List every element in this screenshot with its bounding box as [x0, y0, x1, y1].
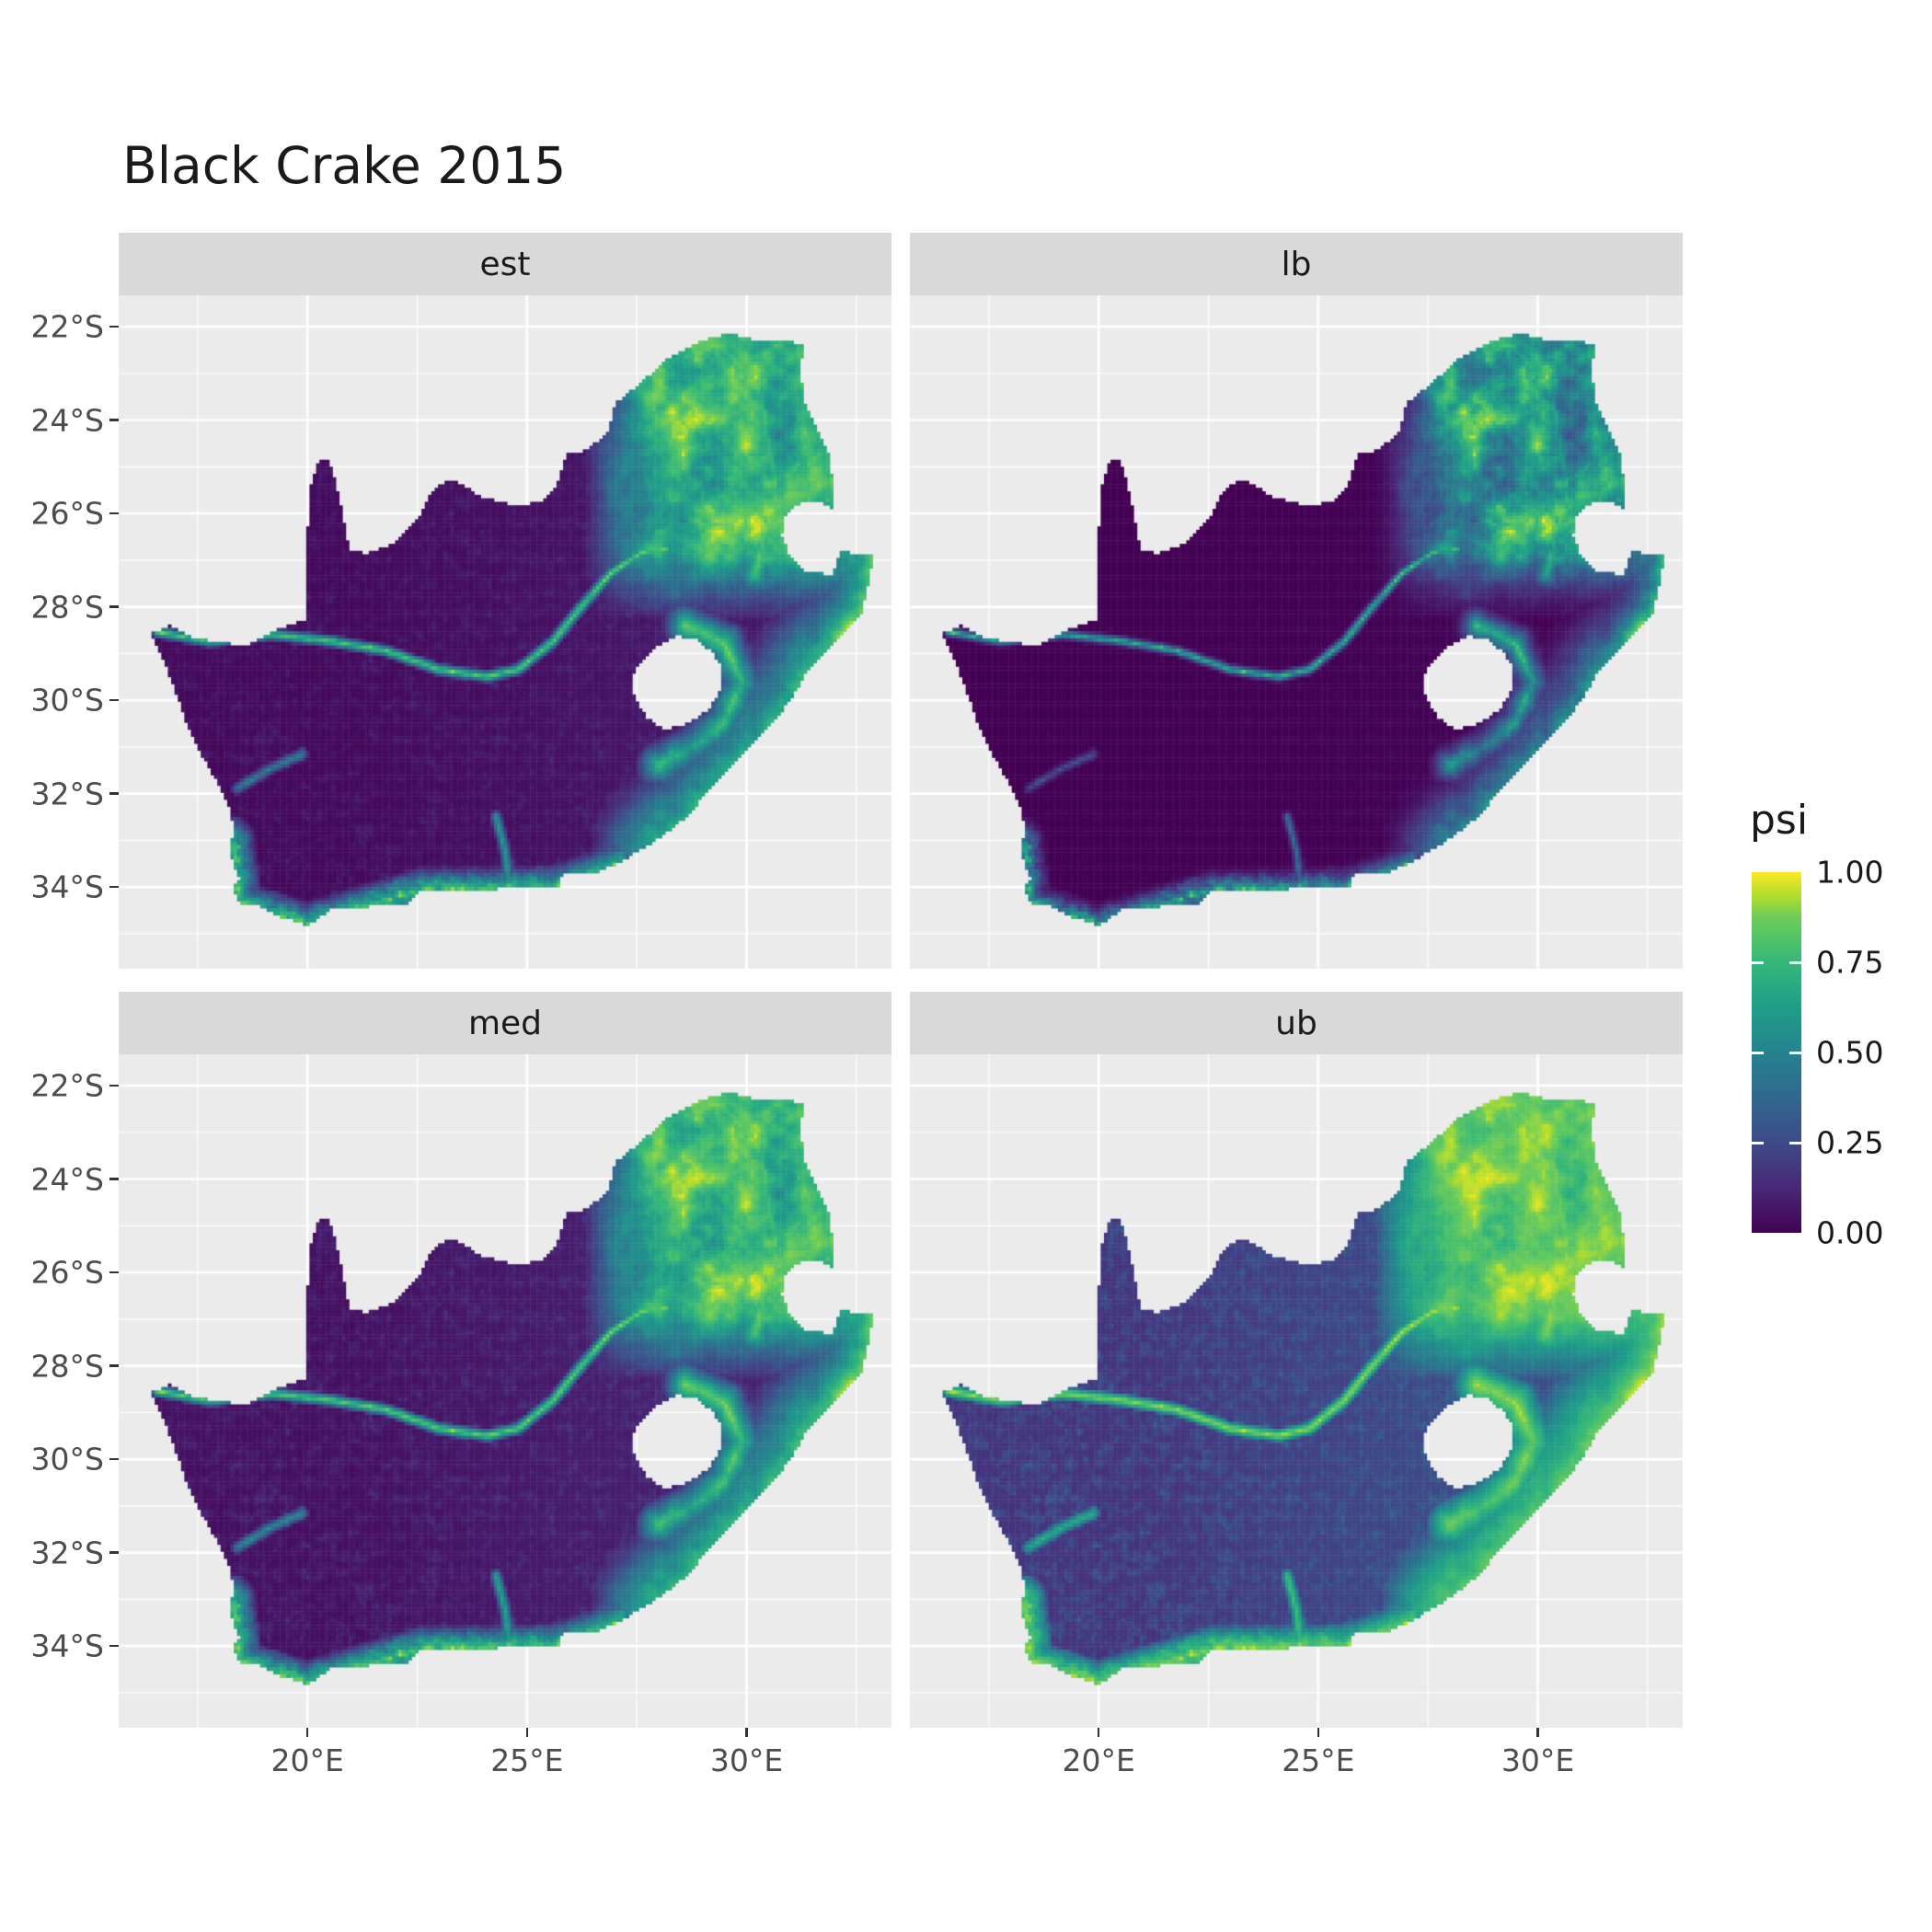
map-canvas-est [119, 295, 891, 969]
legend-tick-mark [1752, 960, 1764, 964]
facet-strip-ub: ub [910, 992, 1683, 1054]
legend-tick-mark [1789, 1051, 1801, 1054]
plot-title: Black Crake 2015 [122, 136, 567, 195]
y-tick-label: 32°S [30, 1535, 104, 1571]
y-tick-mark [109, 885, 119, 889]
legend-tick-label: 0.25 [1816, 1124, 1884, 1161]
facet-strip-lb: lb [910, 233, 1683, 295]
y-tick-label: 22°S [30, 308, 104, 345]
y-tick-label: 34°S [30, 868, 104, 905]
x-tick-label: 20°E [1062, 1742, 1135, 1778]
y-tick-label: 30°S [30, 1441, 104, 1478]
x-tick-label: 30°E [709, 1742, 784, 1778]
legend-tick-label: 1.00 [1816, 854, 1884, 891]
x-tick-label: 25°E [1282, 1742, 1355, 1778]
y-tick-mark [109, 1084, 119, 1087]
legend-tick-mark [1789, 960, 1801, 964]
x-tick-label: 20°E [270, 1742, 344, 1778]
y-tick-mark [109, 1644, 119, 1648]
map-canvas-ub [910, 1054, 1683, 1728]
legend-tick-mark [1752, 1141, 1764, 1144]
facet-strip-label-est: est [479, 245, 531, 283]
facet-strip-est: est [119, 233, 891, 295]
x-tick-mark [1536, 1728, 1539, 1737]
facet-panel-med [119, 1054, 891, 1728]
legend-tick-label: 0.50 [1816, 1034, 1884, 1071]
y-tick-label: 34°S [30, 1627, 104, 1664]
y-tick-mark [109, 1364, 119, 1367]
facet-strip-label-med: med [467, 1004, 543, 1042]
facet-strip-med: med [119, 992, 891, 1054]
x-tick-label: 25°E [490, 1742, 564, 1778]
y-tick-label: 26°S [30, 495, 104, 532]
y-tick-mark [109, 1457, 119, 1461]
y-tick-label: 24°S [30, 1161, 104, 1198]
facet-panel-ub [910, 1054, 1683, 1728]
y-tick-mark [109, 1551, 119, 1554]
facet-strip-label-ub: ub [1275, 1004, 1317, 1042]
x-tick-mark [1097, 1728, 1100, 1737]
x-tick-mark [525, 1728, 529, 1737]
x-tick-mark [305, 1728, 309, 1737]
y-tick-label: 24°S [30, 402, 104, 439]
legend-title: psi [1750, 797, 1809, 844]
facet-panel-est [119, 295, 891, 969]
y-tick-label: 26°S [30, 1254, 104, 1291]
y-tick-mark [109, 512, 119, 515]
y-tick-mark [109, 605, 119, 608]
y-tick-mark [109, 325, 119, 328]
facet-panel-lb [910, 295, 1683, 969]
y-tick-mark [109, 1178, 119, 1180]
y-tick-label: 30°S [30, 682, 104, 719]
y-tick-mark [109, 1271, 119, 1274]
y-tick-label: 28°S [30, 1348, 104, 1385]
y-tick-mark [109, 419, 119, 421]
legend-tick-mark [1752, 1051, 1764, 1054]
y-tick-label: 28°S [30, 589, 104, 626]
y-tick-mark [109, 792, 119, 795]
x-tick-label: 30°E [1501, 1742, 1575, 1778]
facet-strip-label-lb: lb [1281, 245, 1312, 283]
map-canvas-med [119, 1054, 891, 1728]
map-canvas-lb [910, 295, 1683, 969]
y-tick-label: 22°S [30, 1067, 104, 1104]
y-tick-label: 32°S [30, 776, 104, 812]
legend-tick-label: 0.00 [1816, 1214, 1884, 1251]
legend-tick-label: 0.75 [1816, 944, 1884, 981]
x-tick-mark [745, 1728, 748, 1737]
x-tick-mark [1317, 1728, 1320, 1737]
legend-tick-mark [1789, 1141, 1801, 1144]
y-tick-mark [109, 698, 119, 702]
